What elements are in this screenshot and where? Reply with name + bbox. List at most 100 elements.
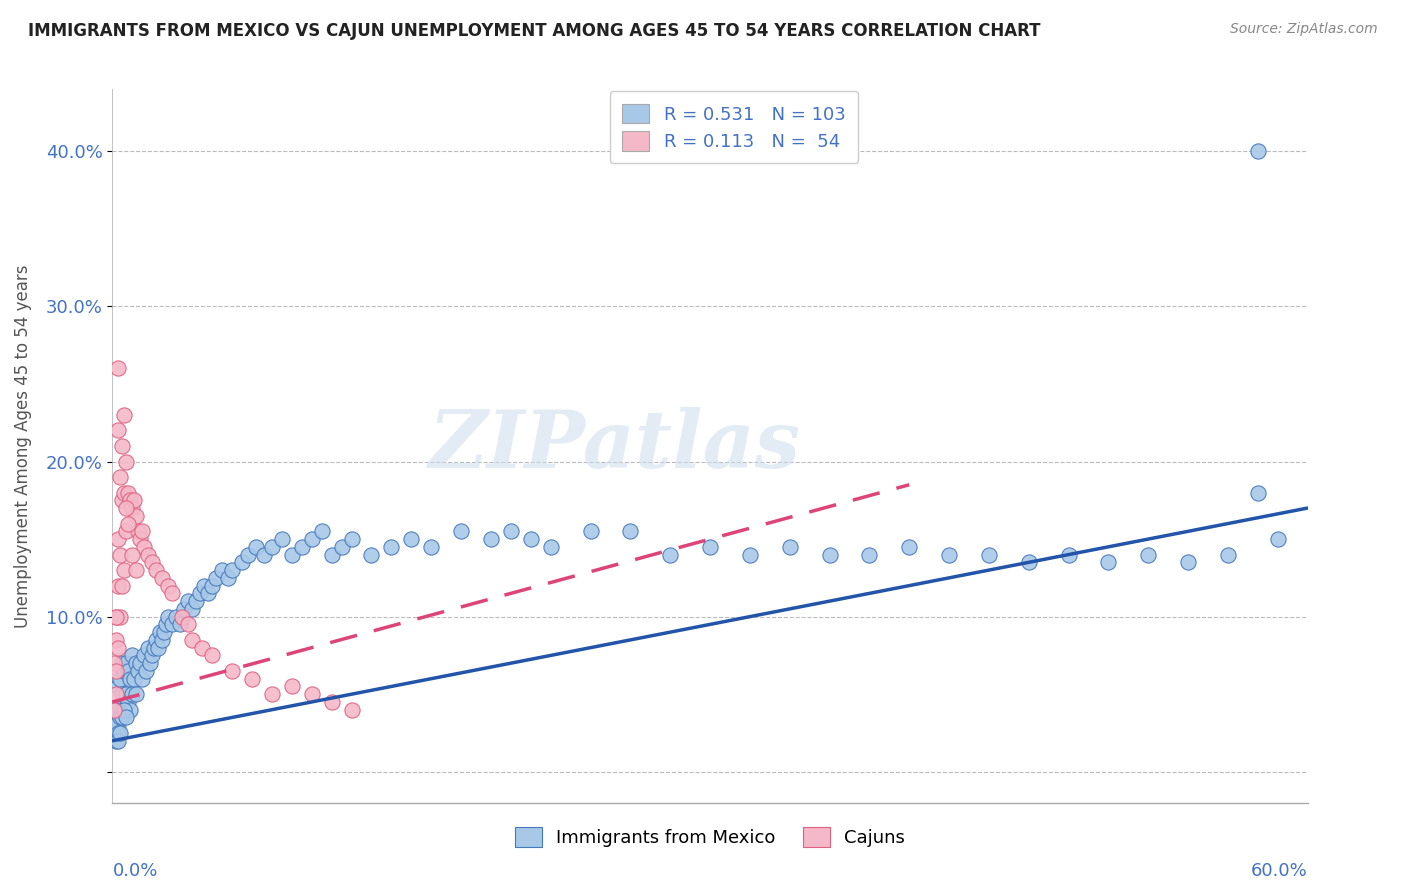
Point [231, 555, 253, 569]
Point [240, 672, 263, 686]
Point [111, 579, 134, 593]
Point [149, 625, 172, 640]
Point [117, 695, 139, 709]
Point [360, 548, 382, 562]
Point [105, 703, 128, 717]
Point [114, 563, 135, 577]
Point [111, 687, 134, 701]
Point [197, 586, 219, 600]
Point [186, 594, 208, 608]
Point [134, 540, 156, 554]
Point [1018, 555, 1040, 569]
Point [217, 571, 239, 585]
Point [105, 664, 128, 678]
Text: ZIPatlas: ZIPatlas [429, 408, 800, 484]
Point [1177, 555, 1199, 569]
Point [139, 656, 162, 670]
Point [1247, 485, 1270, 500]
Point [245, 540, 267, 554]
Point [107, 532, 129, 546]
Point [540, 540, 562, 554]
Point [141, 555, 163, 569]
Point [121, 687, 143, 701]
Point [779, 540, 801, 554]
Point [191, 640, 214, 655]
Point [659, 548, 682, 562]
Point [121, 648, 143, 663]
Point [340, 703, 363, 717]
Point [129, 656, 152, 670]
Point [114, 664, 135, 678]
Point [153, 625, 176, 640]
Point [181, 602, 204, 616]
Point [188, 586, 211, 600]
Point [1097, 555, 1119, 569]
Point [253, 548, 276, 562]
Point [105, 609, 128, 624]
Point [579, 524, 602, 539]
Point [738, 548, 761, 562]
Point [1267, 532, 1289, 546]
Point [125, 687, 148, 701]
Legend: Immigrants from Mexico, Cajuns: Immigrants from Mexico, Cajuns [508, 820, 912, 855]
Point [138, 640, 160, 655]
Point [145, 632, 167, 647]
Point [131, 672, 153, 686]
Point [110, 726, 132, 740]
Point [236, 548, 259, 562]
Point [193, 579, 215, 593]
Point [201, 579, 224, 593]
Point [120, 672, 142, 686]
Point [110, 710, 132, 724]
Point [221, 664, 243, 678]
Point [117, 664, 139, 678]
Point [479, 532, 502, 546]
Point [340, 532, 363, 546]
Point [110, 703, 132, 717]
Point [115, 454, 138, 468]
Point [134, 648, 156, 663]
Point [105, 733, 128, 747]
Point [110, 548, 132, 562]
Point [107, 680, 129, 694]
Point [105, 632, 128, 647]
Point [177, 617, 200, 632]
Point [115, 656, 138, 670]
Point [124, 672, 146, 686]
Point [162, 586, 183, 600]
Point [181, 632, 204, 647]
Point [124, 493, 146, 508]
Point [107, 424, 129, 438]
Point [145, 563, 167, 577]
Point [260, 540, 283, 554]
Point [111, 710, 134, 724]
Point [120, 703, 142, 717]
Point [138, 548, 160, 562]
Point [115, 687, 138, 701]
Point [173, 602, 195, 616]
Point [110, 609, 132, 624]
Point [131, 524, 153, 539]
Text: IMMIGRANTS FROM MEXICO VS CAJUN UNEMPLOYMENT AMONG AGES 45 TO 54 YEARS CORRELATI: IMMIGRANTS FROM MEXICO VS CAJUN UNEMPLOY… [28, 22, 1040, 40]
Point [898, 540, 921, 554]
Point [121, 501, 143, 516]
Point [114, 703, 135, 717]
Point [111, 439, 134, 453]
Point [103, 703, 125, 717]
Point [114, 485, 135, 500]
Point [205, 571, 228, 585]
Text: Source: ZipAtlas.com: Source: ZipAtlas.com [1230, 22, 1378, 37]
Point [111, 656, 134, 670]
Point [281, 680, 304, 694]
Point [291, 540, 314, 554]
Point [165, 609, 187, 624]
Point [115, 501, 138, 516]
Point [143, 640, 166, 655]
Point [330, 540, 353, 554]
Point [150, 632, 173, 647]
Point [157, 579, 180, 593]
Point [103, 656, 125, 670]
Point [818, 548, 841, 562]
Point [201, 648, 224, 663]
Point [619, 524, 641, 539]
